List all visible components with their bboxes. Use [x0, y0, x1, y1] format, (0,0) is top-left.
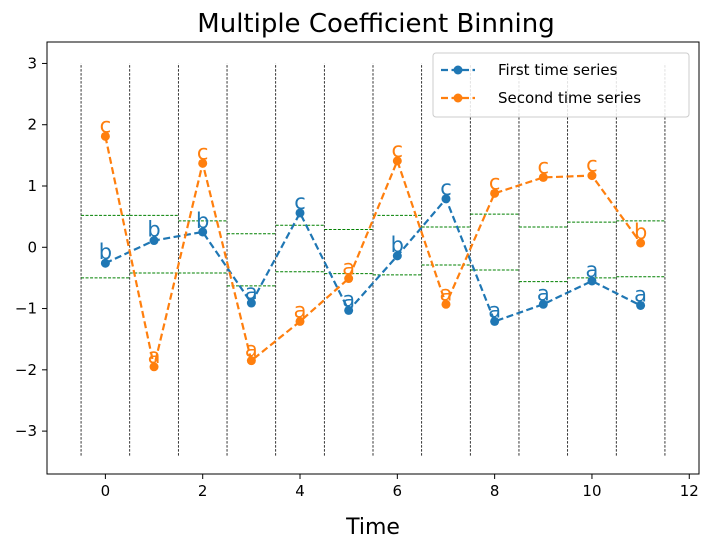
- x-tick-label: 12: [680, 482, 699, 500]
- x-axis-label: Time: [345, 515, 400, 540]
- data-point: [198, 158, 208, 168]
- x-tick-label: 6: [393, 482, 403, 500]
- data-point: [198, 227, 208, 237]
- axes-frame: [46, 41, 700, 475]
- point-letter-label: a: [245, 280, 258, 304]
- point-letter-label: c: [538, 154, 550, 178]
- point-letter-label: a: [294, 298, 307, 322]
- data-point: [441, 194, 451, 204]
- point-letter-label: c: [392, 138, 404, 162]
- data-point: [392, 156, 402, 166]
- y-tick-label: 3: [27, 54, 37, 72]
- point-letter-label: c: [294, 190, 306, 214]
- data-point: [636, 300, 646, 310]
- point-letter-label: a: [148, 344, 161, 368]
- data-point: [100, 131, 110, 141]
- point-letter-label: b: [634, 220, 647, 244]
- data-point: [246, 356, 256, 366]
- data-point: [490, 316, 500, 326]
- data-point: [587, 276, 597, 286]
- point-letter-label: c: [100, 113, 112, 137]
- point-letter-label: b: [196, 209, 209, 233]
- data-point: [295, 316, 305, 326]
- series-line: [104, 136, 642, 368]
- legend: First time series Second time series: [432, 52, 690, 118]
- x-tick-label: 10: [582, 482, 601, 500]
- x-tick-label: 8: [490, 482, 500, 500]
- point-letter-label: a: [342, 256, 355, 280]
- point-letter-label: b: [99, 240, 112, 264]
- data-point: [587, 171, 597, 181]
- data-point: [392, 251, 402, 261]
- data-point: [538, 299, 548, 309]
- data-point: [149, 362, 159, 372]
- data-point: [636, 238, 646, 248]
- legend-label: First time series: [498, 61, 618, 79]
- point-letter-label: a: [537, 281, 550, 305]
- point-letter-label: b: [391, 233, 404, 257]
- x-tick-label: 0: [101, 482, 111, 500]
- point-letter-label: c: [197, 140, 209, 164]
- data-point: [344, 274, 354, 284]
- data-point: [100, 258, 110, 268]
- data-point: [441, 299, 451, 309]
- y-tick-label: −2: [15, 361, 37, 379]
- legend-marker: [453, 65, 463, 75]
- point-letter-label: a: [245, 338, 258, 362]
- point-letter-label: a: [342, 287, 355, 311]
- point-letter-label: a: [634, 282, 647, 306]
- data-point: [295, 208, 305, 218]
- point-letter-label: c: [489, 170, 501, 194]
- point-letter-label: c: [586, 153, 598, 177]
- data-point: [149, 236, 159, 246]
- data-point: [344, 305, 354, 315]
- legend-frame: [432, 52, 690, 118]
- y-tick-label: 2: [27, 116, 37, 134]
- point-letter-label: b: [147, 218, 160, 242]
- x-tick-label: 4: [295, 482, 305, 500]
- legend-label: Second time series: [498, 89, 641, 107]
- point-letter-label: a: [488, 298, 501, 322]
- x-tick-label: 2: [198, 482, 208, 500]
- y-tick-label: −3: [15, 422, 37, 440]
- point-letter-label: c: [440, 176, 452, 200]
- data-point: [246, 298, 256, 308]
- y-tick-label: 0: [27, 238, 37, 256]
- series-line: [104, 196, 642, 323]
- y-tick-label: −1: [15, 300, 37, 318]
- point-letter-label: a: [586, 258, 599, 282]
- y-tick-label: 1: [27, 177, 37, 195]
- data-point: [490, 188, 500, 198]
- data-point: [538, 172, 548, 182]
- legend-marker: [453, 93, 463, 103]
- chart-title: Multiple Coefficient Binning: [197, 9, 554, 39]
- point-letter-label: a: [440, 281, 453, 305]
